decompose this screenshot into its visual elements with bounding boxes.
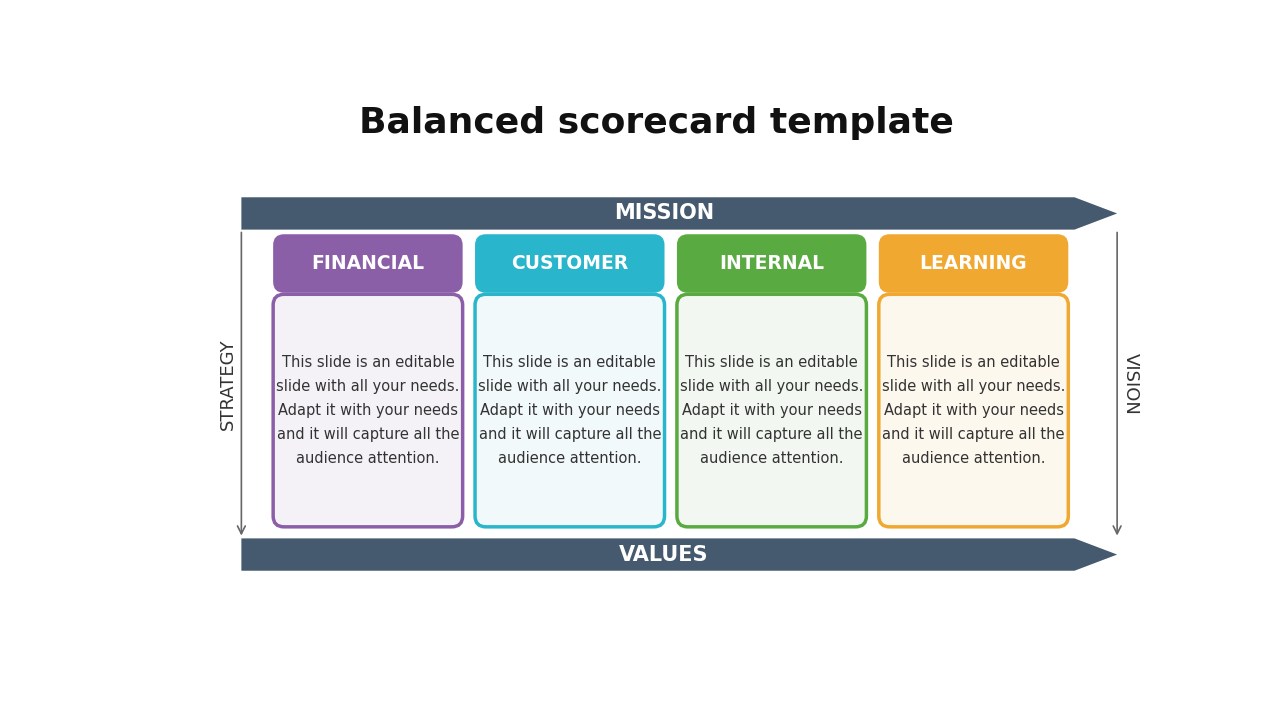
Text: VALUES: VALUES	[620, 544, 709, 564]
Text: This slide is an editable
slide with all your needs.
Adapt it with your needs
an: This slide is an editable slide with all…	[276, 355, 460, 466]
Text: LEARNING: LEARNING	[920, 254, 1028, 273]
FancyBboxPatch shape	[475, 234, 664, 293]
Text: FINANCIAL: FINANCIAL	[311, 254, 425, 273]
FancyBboxPatch shape	[273, 294, 462, 527]
Text: This slide is an editable
slide with all your needs.
Adapt it with your needs
an: This slide is an editable slide with all…	[479, 355, 662, 466]
FancyBboxPatch shape	[677, 234, 867, 293]
Polygon shape	[242, 197, 1117, 230]
Text: This slide is an editable
slide with all your needs.
Adapt it with your needs
an: This slide is an editable slide with all…	[882, 355, 1065, 466]
FancyBboxPatch shape	[879, 294, 1069, 527]
Text: VISION: VISION	[1123, 353, 1140, 415]
FancyBboxPatch shape	[273, 234, 462, 293]
FancyBboxPatch shape	[677, 294, 867, 527]
FancyBboxPatch shape	[879, 234, 1069, 293]
Polygon shape	[242, 539, 1117, 571]
Text: Balanced scorecard template: Balanced scorecard template	[358, 106, 954, 140]
Text: MISSION: MISSION	[613, 204, 714, 223]
Text: INTERNAL: INTERNAL	[719, 254, 824, 273]
Text: STRATEGY: STRATEGY	[219, 338, 237, 430]
Text: CUSTOMER: CUSTOMER	[511, 254, 628, 273]
FancyBboxPatch shape	[475, 294, 664, 527]
Text: This slide is an editable
slide with all your needs.
Adapt it with your needs
an: This slide is an editable slide with all…	[680, 355, 863, 466]
